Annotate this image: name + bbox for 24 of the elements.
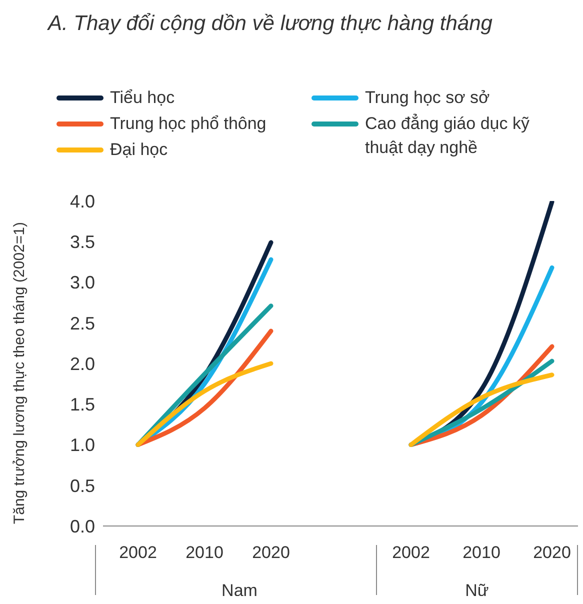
- y-tick-label: 3.0: [70, 272, 95, 293]
- legend-label: Trung học phổ thông: [110, 113, 266, 135]
- y-tick-label: 0.5: [70, 476, 95, 496]
- y-tick-label: 1.5: [70, 394, 95, 415]
- x-tick-label: 2020: [533, 543, 571, 562]
- x-tick-label: 2020: [252, 543, 290, 562]
- y-tick-label: 4.0: [70, 191, 95, 212]
- x-axis-title: Nữ: [465, 581, 489, 600]
- x-tick-label: 2002: [119, 543, 157, 562]
- y-tick-label: 0.0: [70, 516, 95, 536]
- legend-label: Tiểu học: [110, 87, 175, 109]
- legend-label: Trung học sơ sở: [365, 87, 490, 109]
- legend-label: Đại học: [110, 139, 168, 161]
- y-tick-label: 2.0: [70, 354, 95, 374]
- chart-title: A. Thay đổi cộng dồn về lương thực hàng tháng: [48, 12, 492, 36]
- x-tick-label: 2010: [186, 543, 224, 562]
- y-axis-title: Tăng trưởng lương thực theo tháng (2002=1): [10, 222, 28, 525]
- legend-label: Cao đẳng giáo dục kỹ thuật dạy nghề: [365, 112, 530, 159]
- x-axis-title: Nam: [222, 581, 258, 600]
- x-tick-label: 2010: [462, 543, 500, 562]
- y-tick-label: 2.5: [70, 313, 95, 334]
- y-tick-label: 1.0: [70, 435, 95, 456]
- x-tick-label: 2002: [392, 543, 430, 562]
- y-tick-label: 3.5: [70, 232, 95, 252]
